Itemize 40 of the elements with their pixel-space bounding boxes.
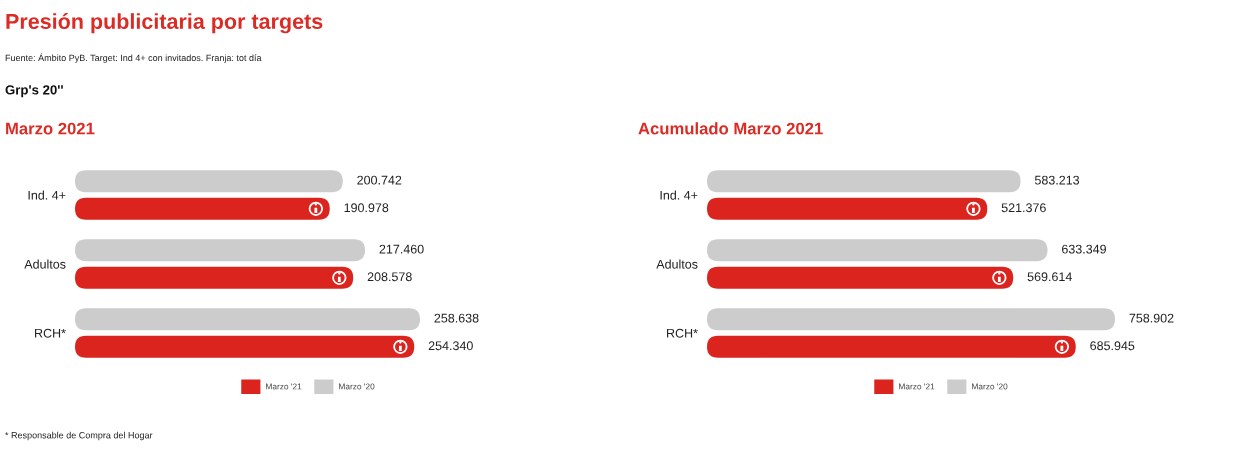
y-tick-label: Ind. 4+ [660, 190, 698, 200]
bar [75, 335, 415, 358]
chart-title: Acumulado Marzo 2021 [638, 122, 823, 135]
legend-label: Marzo '20 [972, 383, 1008, 390]
data-label: 633.349 [1062, 244, 1106, 254]
y-tick-label: Ind. 4+ [28, 190, 66, 200]
data-label: 758.902 [1129, 313, 1174, 323]
bar [707, 335, 1076, 358]
legend-label: Marzo '21 [899, 383, 935, 390]
bar [707, 239, 1048, 262]
y-tick-label: Adultos [24, 259, 66, 269]
data-label: 254.340 [428, 341, 473, 351]
bar [707, 308, 1115, 331]
bar [75, 170, 343, 193]
y-tick-label: RCH* [667, 328, 698, 338]
data-label: 521.376 [1001, 203, 1046, 213]
legend-label: Marzo '20 [339, 383, 375, 390]
source-note: Fuente: Ámbito PyB. Target: Ind 4+ con invitados. Franja: tot día [5, 53, 262, 63]
data-label: 685.945 [1090, 341, 1135, 351]
bar [707, 197, 988, 220]
y-tick-label: RCH* [35, 328, 66, 338]
data-label: 200.742 [357, 175, 402, 185]
data-label: 258.638 [434, 313, 479, 323]
data-label: 208.578 [367, 272, 412, 282]
data-label: 569.614 [1027, 272, 1072, 282]
bar [75, 308, 420, 331]
bar [75, 266, 354, 289]
data-label: 583.213 [1034, 175, 1080, 185]
bar [707, 266, 1014, 289]
data-label: 190.978 [344, 203, 389, 213]
bar [707, 170, 1021, 193]
data-label: 217.460 [379, 244, 424, 254]
text: Grp's 20'' [5, 85, 63, 98]
bar [75, 197, 330, 220]
y-tick-label: Adultos [656, 259, 698, 269]
bar [75, 239, 366, 262]
chart-title: Marzo 2021 [6, 122, 95, 135]
text: * Responsable de Compra del Hogar [5, 431, 153, 441]
text: Presión publicitaria por targets [6, 13, 323, 34]
legend-label: Marzo '21 [266, 383, 302, 390]
